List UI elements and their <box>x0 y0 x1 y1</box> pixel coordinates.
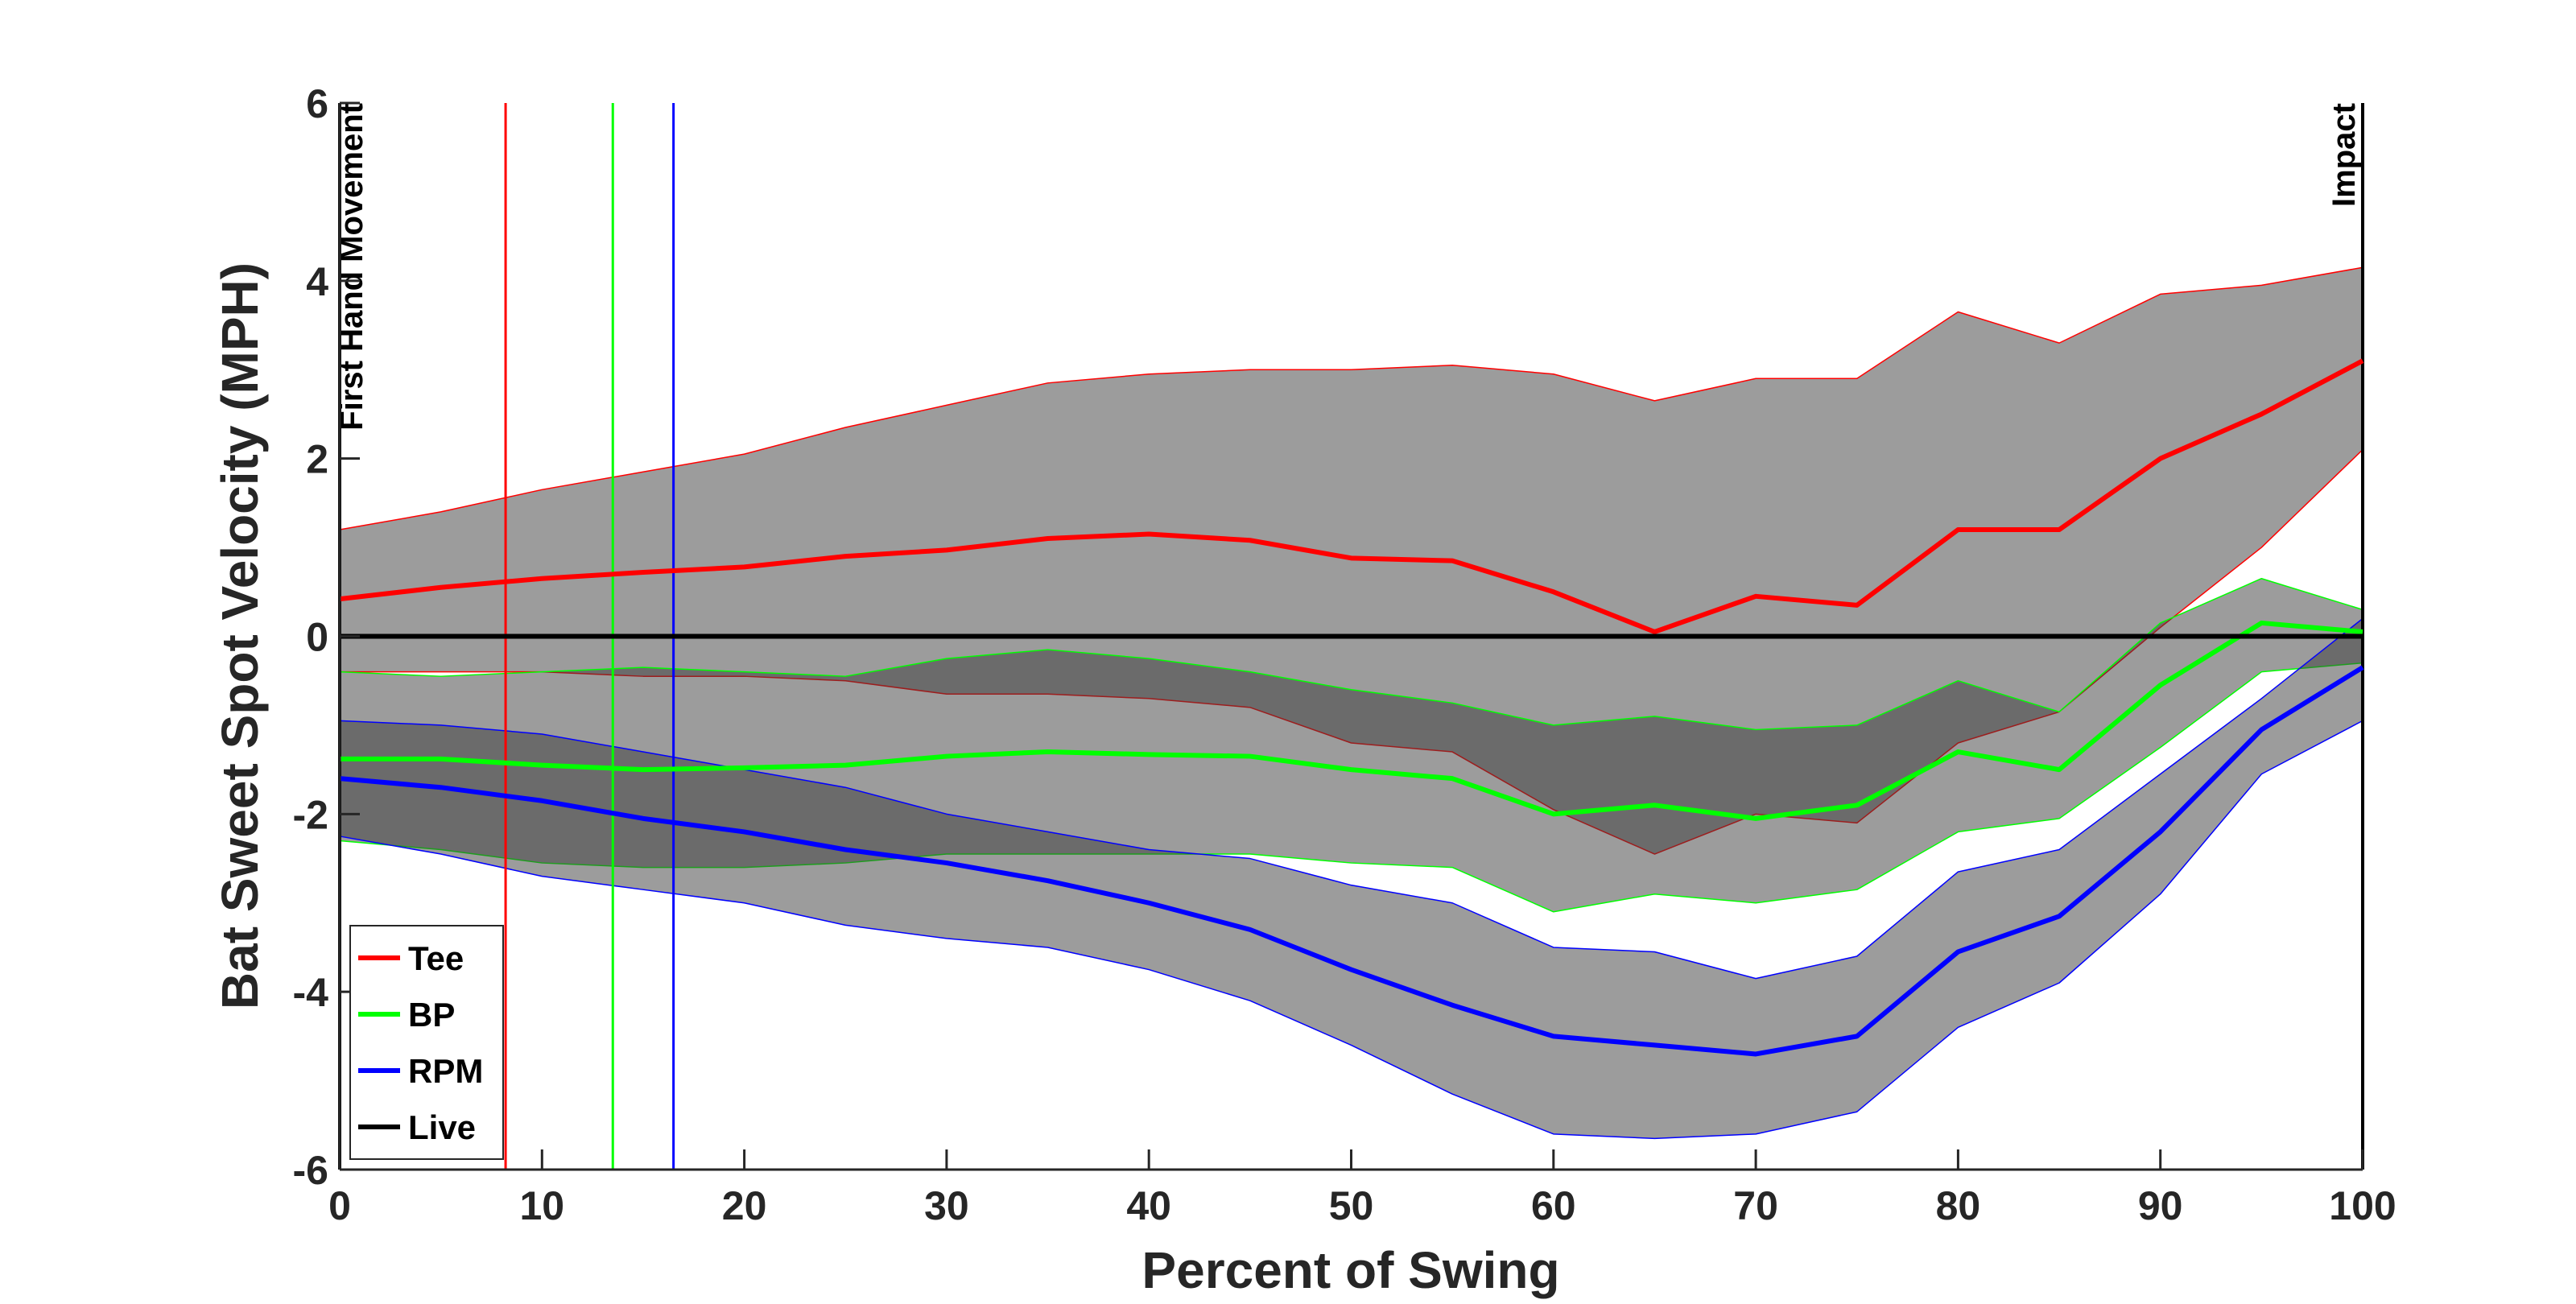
y-tick-label: -4 <box>293 970 329 1015</box>
y-tick-label: 4 <box>306 259 328 304</box>
x-tick-label: 10 <box>519 1183 564 1228</box>
series-line <box>339 358 2364 634</box>
y-tick-label: 6 <box>306 81 328 126</box>
y-tick-label: -6 <box>293 1148 328 1193</box>
x-tick-label: 40 <box>1126 1183 1171 1228</box>
legend-label: RPM <box>408 1052 483 1090</box>
legend-label: Live <box>408 1108 476 1146</box>
y-axis-label: Bat Sweet Spot Velocity (MPH) <box>211 262 269 1009</box>
x-tick-label: 90 <box>2138 1183 2183 1228</box>
legend: Tee BP RPM Live <box>349 925 504 1160</box>
x-tick-label: 60 <box>1531 1183 1576 1228</box>
x-tick-label: 30 <box>924 1183 969 1228</box>
x-tick-label: 70 <box>1733 1183 1778 1228</box>
x-tick-label: 20 <box>722 1183 767 1228</box>
x-tick-label: 80 <box>1936 1183 1981 1228</box>
y-tick-label: 0 <box>306 615 328 660</box>
x-axis-label: Percent of Swing <box>1141 1241 1559 1299</box>
x-tick-label: 50 <box>1329 1183 1374 1228</box>
legend-box <box>349 925 504 1160</box>
series-line <box>340 620 2363 821</box>
y-tick-label: 2 <box>306 437 328 482</box>
annotation-text: Impact <box>2326 103 2362 207</box>
y-tick-label: -2 <box>293 792 328 837</box>
x-tick-label: 100 <box>2329 1183 2396 1228</box>
legend-label: BP <box>408 996 455 1034</box>
x-tick-label: 0 <box>328 1183 351 1228</box>
series-line <box>339 665 2364 1057</box>
legend-label: Tee <box>408 939 464 977</box>
